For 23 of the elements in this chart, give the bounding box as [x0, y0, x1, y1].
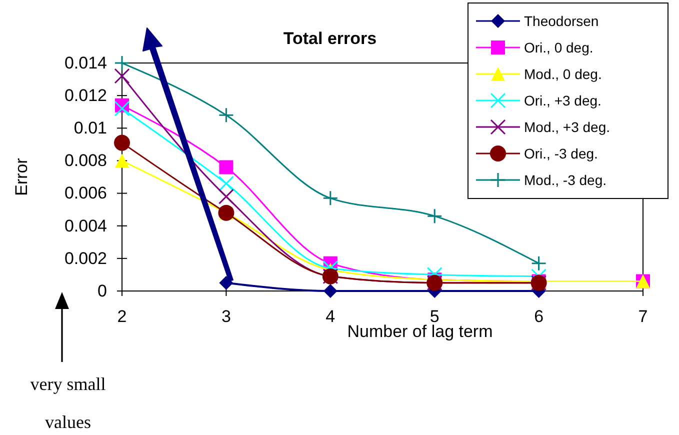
x-tick-label: 6: [534, 307, 544, 326]
y-tick-label: 0.006: [64, 184, 107, 203]
legend-label: Mod., 0 deg.: [524, 66, 602, 82]
legend-label: Ori., -3 deg.: [524, 146, 598, 162]
text: very small values: [30, 374, 106, 432]
y-tick-label: 0.014: [64, 53, 107, 72]
legend-label: Mod., +3 deg.: [524, 119, 610, 135]
y-axis-title: Error: [12, 158, 31, 196]
x-tick-label: 4: [326, 307, 336, 326]
y-tick-label: 0: [98, 281, 107, 300]
legend-label: Mod., -3 deg.: [524, 172, 606, 188]
legend-label: Theodorsen: [524, 13, 599, 29]
y-tick-label: 0.002: [64, 248, 107, 268]
y-tick-label: 0.004: [64, 216, 107, 236]
y-tick-label: 0.01: [74, 118, 107, 138]
legend-label: Ori., 0 deg.: [524, 40, 594, 56]
chart-title: Total errors: [283, 29, 377, 48]
legend-label: Ori., +3 deg.: [524, 92, 602, 108]
x-tick-label: 7: [638, 307, 648, 326]
x-tick-label: 2: [117, 307, 127, 326]
y-tick-label: 0.012: [64, 86, 107, 106]
x-tick-label: 3: [221, 307, 231, 326]
y-tick-label: 0.008: [64, 151, 107, 170]
